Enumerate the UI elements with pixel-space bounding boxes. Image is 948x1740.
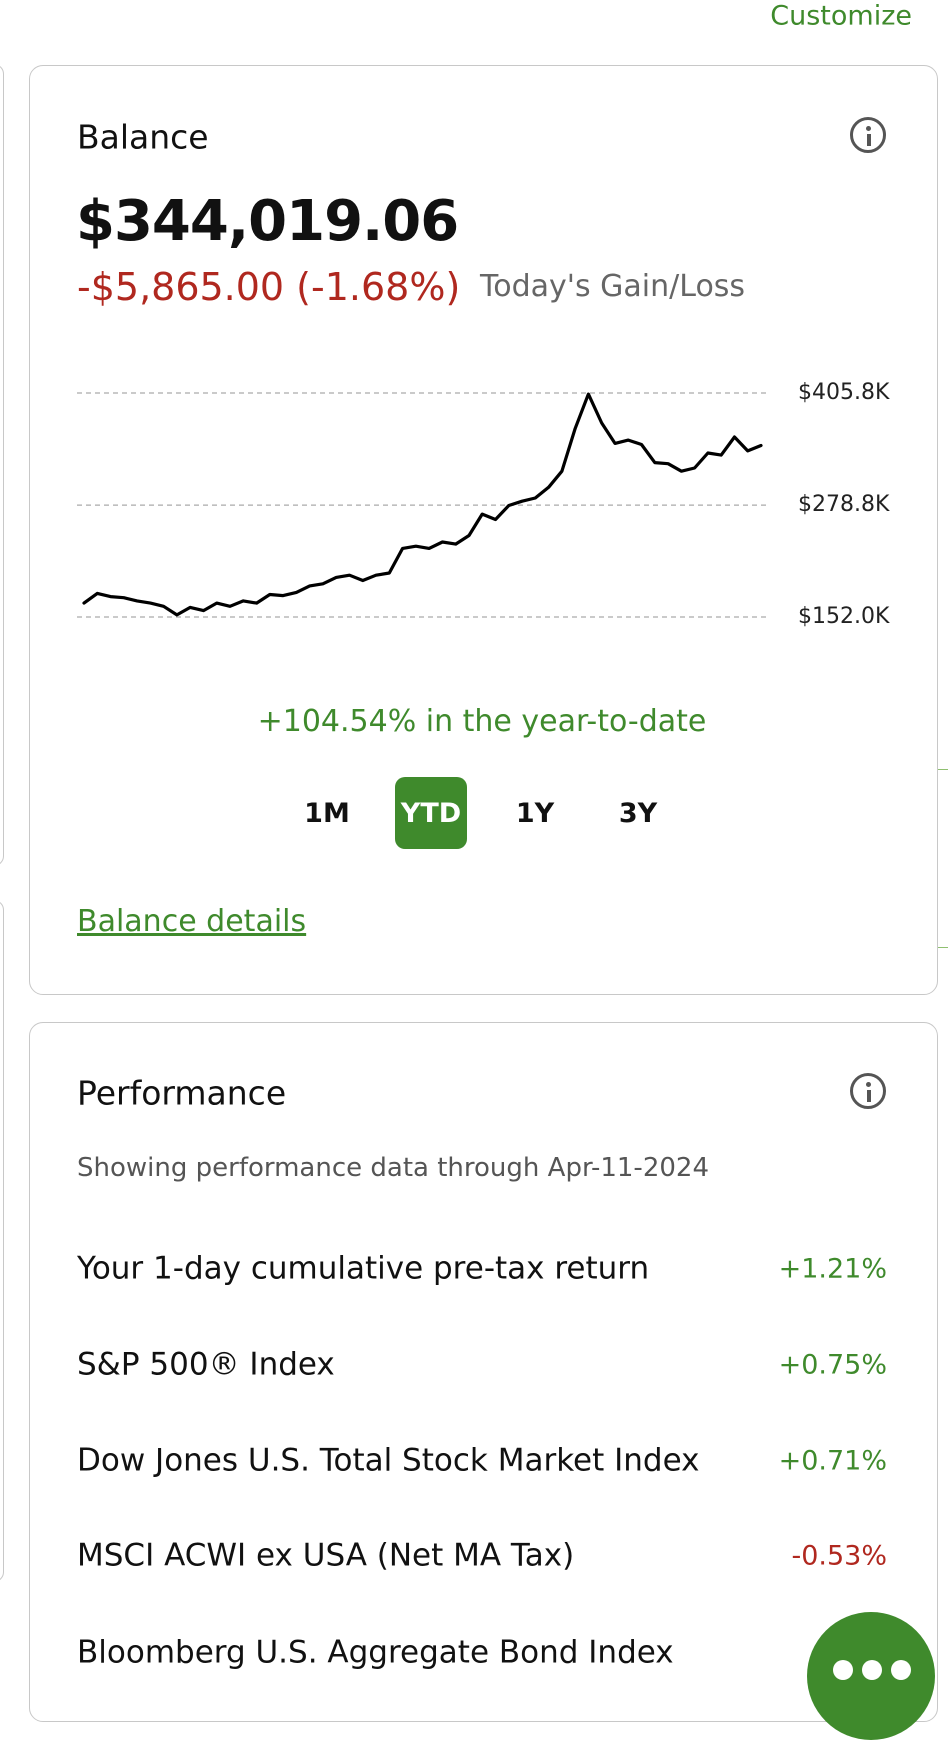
balance-line [82, 392, 763, 617]
row-label: S&P 500® Index [77, 1346, 335, 1383]
balance-details-link[interactable]: Balance details [77, 904, 307, 939]
period-button[interactable]: 1M [304, 797, 350, 829]
balance-amount: $344,019.06 [76, 189, 459, 254]
row-label: Your 1-day cumulative pre-tax return [77, 1250, 650, 1287]
period-button[interactable]: 1Y [515, 797, 555, 829]
fab-button[interactable] [807, 1612, 935, 1740]
y-tick-label: $152.0K [798, 604, 890, 629]
balance-card [29, 65, 938, 995]
balance-title: Balance [77, 117, 209, 157]
period-button[interactable]: YTD [395, 777, 467, 849]
day-change-label: Today's Gain/Loss [480, 269, 746, 304]
balance-chart: $405.8K $278.8K $152.0K [77, 380, 890, 629]
info-icon[interactable] [850, 117, 886, 153]
period-button[interactable]: 3Y [618, 797, 658, 829]
fab-dot [862, 1660, 882, 1680]
row-value: +0.71% [778, 1445, 887, 1477]
side-card [0, 900, 4, 1582]
row-label: Bloomberg U.S. Aggregate Bond Index [77, 1634, 674, 1671]
row-value: +0.75% [778, 1349, 887, 1381]
info-icon[interactable] [850, 1073, 886, 1109]
period-summary: +104.54% in the year-to-date [257, 704, 707, 739]
row-label: MSCI ACWI ex USA (Net MA Tax) [77, 1537, 575, 1574]
performance-card [29, 1022, 938, 1722]
y-tick-label: $278.8K [798, 492, 890, 517]
day-change: -$5,865.00 (-1.68%) [77, 265, 461, 309]
customize-link[interactable]: Customize [770, 0, 912, 32]
row-value: -0.53% [791, 1540, 887, 1572]
fab-dot [891, 1660, 911, 1680]
performance-subtitle: Showing performance data through Apr-11-… [77, 1153, 709, 1183]
performance-title: Performance [77, 1073, 287, 1113]
fab-dot [833, 1660, 853, 1680]
row-value: +1.21% [778, 1253, 887, 1285]
row-label: Dow Jones U.S. Total Stock Market Index [77, 1442, 700, 1479]
y-tick-label: $405.8K [798, 380, 890, 405]
